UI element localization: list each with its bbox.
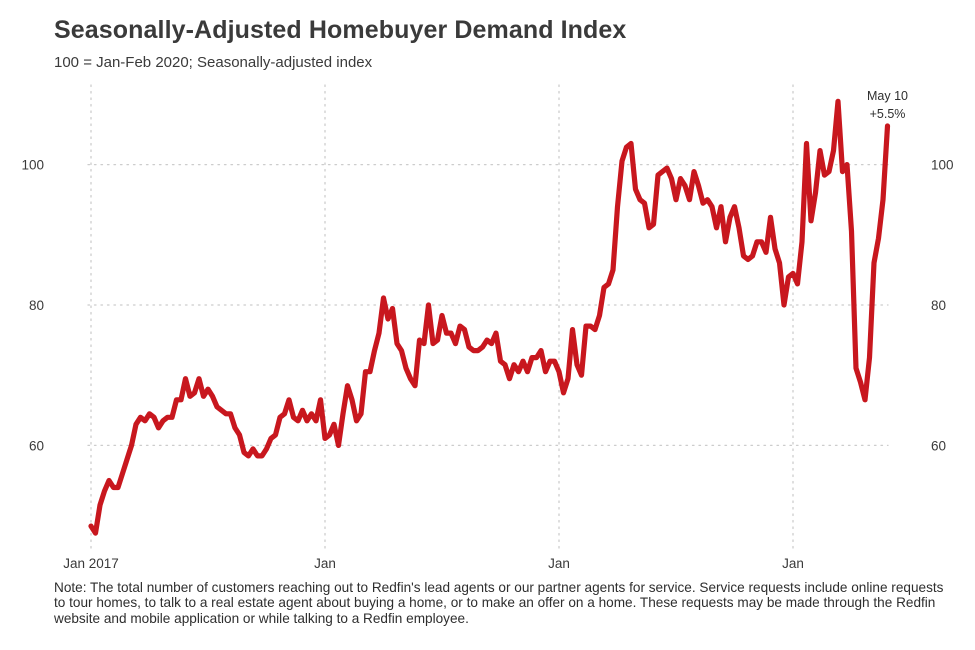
y-tick-label-left: 80: [29, 298, 44, 313]
y-tick-label-right: 80: [931, 298, 946, 313]
y-tick-label-left: 60: [29, 438, 44, 453]
x-tick-label: Jan: [782, 556, 804, 571]
x-tick-label: Jan: [314, 556, 336, 571]
annotation-change: +5.5%: [869, 107, 906, 121]
series-line: [88, 98, 891, 536]
chart-subtitle: 100 = Jan-Feb 2020; Seasonally-adjusted …: [54, 54, 373, 71]
annotation-date: May 10: [867, 89, 908, 103]
chart-note: Note: The total number of customers reac…: [54, 580, 944, 626]
chart-title: Seasonally-Adjusted Homebuyer Demand Ind…: [54, 16, 627, 44]
x-tick-label: Jan 2017: [63, 556, 119, 571]
y-tick-label-left: 100: [21, 158, 44, 173]
y-tick-label-right: 100: [931, 158, 954, 173]
y-tick-label-right: 60: [931, 438, 946, 453]
x-tick-label: Jan: [548, 556, 570, 571]
latest-value-annotation: May 10 +5.5%: [858, 87, 918, 123]
